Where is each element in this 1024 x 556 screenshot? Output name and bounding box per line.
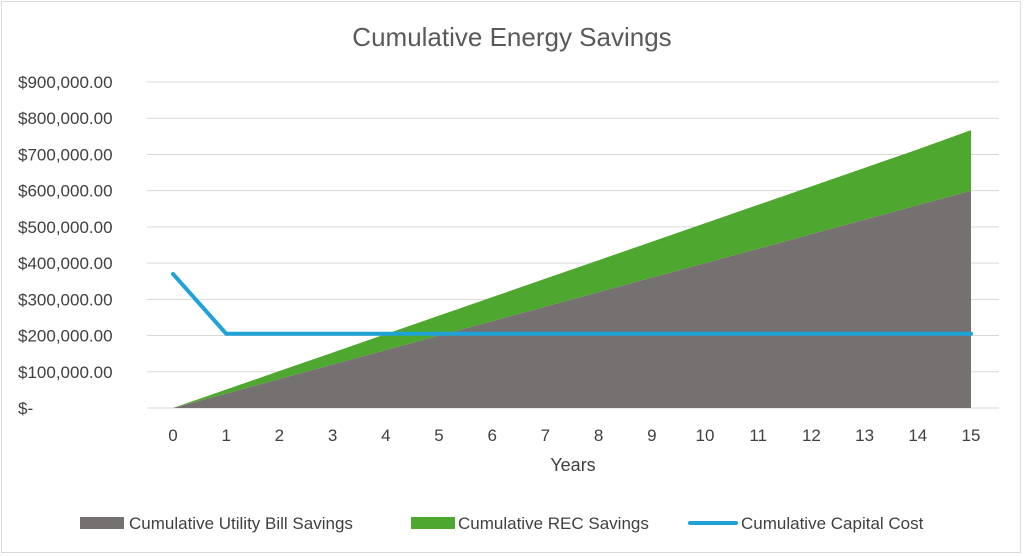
legend-swatch-cumulative-rec-savings bbox=[411, 517, 455, 529]
x-tick-label: 10 bbox=[696, 426, 715, 445]
x-tick-label: 2 bbox=[275, 426, 284, 445]
y-tick-label: $700,000.00 bbox=[18, 145, 113, 164]
line-cumulative-capital-cost bbox=[171, 271, 973, 336]
area-series bbox=[173, 130, 971, 409]
y-tick-label: $400,000.00 bbox=[18, 254, 113, 273]
y-tick-label: $600,000.00 bbox=[18, 182, 113, 201]
legend-label-cumulative-utility-bill-savings: Cumulative Utility Bill Savings bbox=[129, 514, 353, 533]
y-tick-label: $100,000.00 bbox=[18, 363, 113, 382]
x-axis: 0 1 2 3 4 5 6 7 8 9 10 11 12 13 14 15 bbox=[168, 426, 980, 445]
legend-swatch-cumulative-utility-bill-savings bbox=[80, 517, 124, 529]
y-tick-label: $300,000.00 bbox=[18, 290, 113, 309]
y-tick-label: $200,000.00 bbox=[18, 327, 113, 346]
x-tick-label: 4 bbox=[381, 426, 390, 445]
line-series bbox=[171, 271, 973, 336]
x-tick-label: 12 bbox=[802, 426, 821, 445]
y-tick-label: $500,000.00 bbox=[18, 218, 113, 237]
legend-label-cumulative-capital-cost: Cumulative Capital Cost bbox=[741, 514, 924, 533]
x-tick-label: 3 bbox=[328, 426, 337, 445]
x-tick-label: 1 bbox=[221, 426, 230, 445]
x-tick-label: 5 bbox=[434, 426, 443, 445]
x-tick-label: 14 bbox=[908, 426, 927, 445]
x-axis-title: Years bbox=[550, 455, 595, 475]
legend: Cumulative Utility Bill Savings Cumulativ… bbox=[80, 514, 924, 533]
x-tick-label: 6 bbox=[487, 426, 496, 445]
x-tick-label: 7 bbox=[541, 426, 550, 445]
x-tick-label: 15 bbox=[962, 426, 981, 445]
legend-label-cumulative-rec-savings: Cumulative REC Savings bbox=[458, 514, 649, 533]
y-axis: $- $100,000.00 $200,000.00 $300,000.00 $400,… bbox=[18, 73, 113, 418]
x-tick-label: 0 bbox=[168, 426, 177, 445]
x-tick-label: 13 bbox=[855, 426, 874, 445]
y-tick-label: $900,000.00 bbox=[18, 73, 113, 92]
x-tick-label: 9 bbox=[647, 426, 656, 445]
chart-title: Cumulative Energy Savings bbox=[352, 22, 671, 52]
y-tick-label: $- bbox=[18, 399, 33, 418]
y-tick-label: $800,000.00 bbox=[18, 109, 113, 128]
x-tick-label: 8 bbox=[594, 426, 603, 445]
x-tick-label: 11 bbox=[749, 426, 767, 445]
